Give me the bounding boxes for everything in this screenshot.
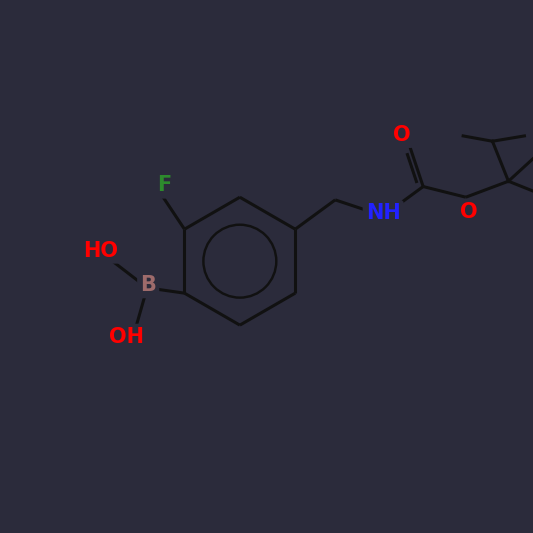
Text: F: F	[157, 175, 171, 196]
Text: OH: OH	[109, 327, 144, 347]
Text: B: B	[140, 275, 156, 295]
Text: HO: HO	[83, 240, 118, 261]
Text: NH: NH	[366, 203, 401, 223]
Text: O: O	[393, 125, 410, 145]
Text: O: O	[459, 202, 477, 222]
